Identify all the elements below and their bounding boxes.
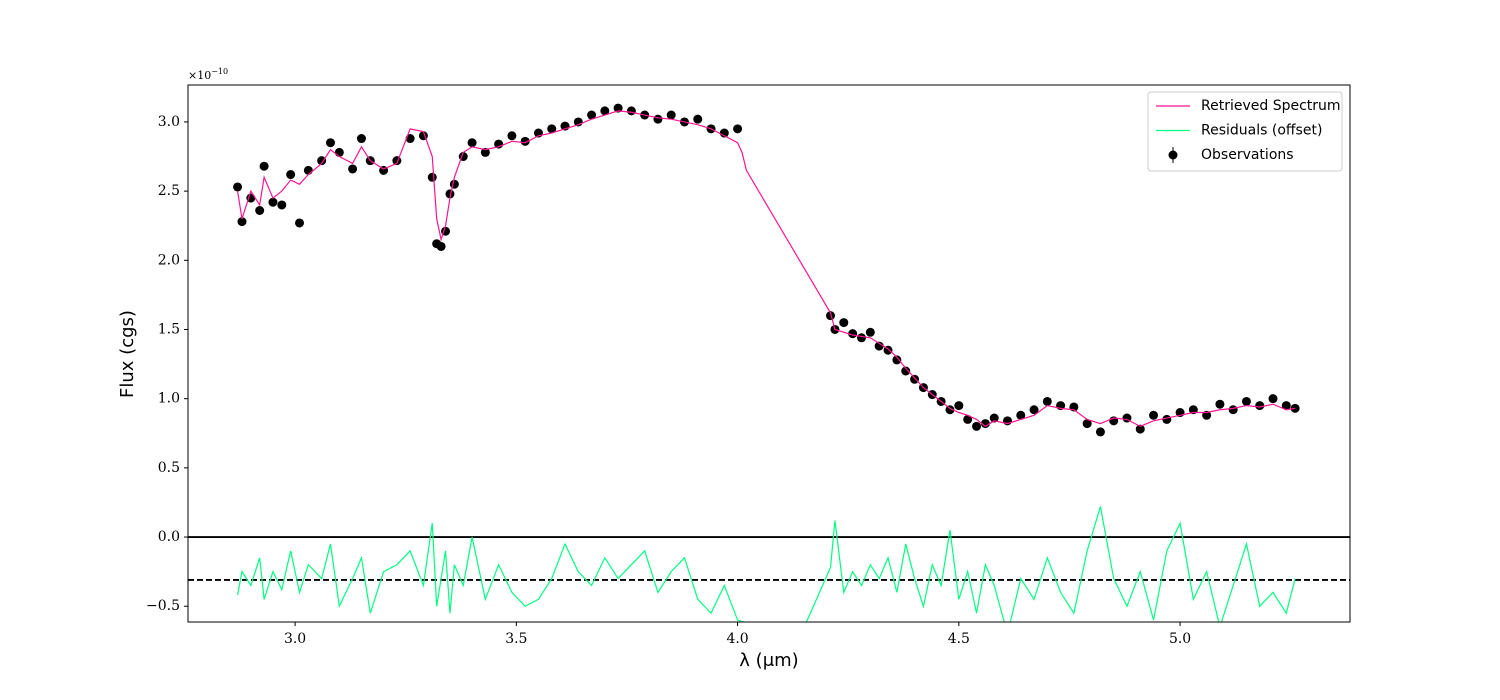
observation-point [963,414,973,424]
observation-point [356,134,366,144]
y-tick-label: 3.0 [158,114,180,130]
observation-point [733,124,743,134]
observation-point [826,311,836,321]
observation-point [1281,401,1291,411]
observation-point [325,138,335,148]
observation-point [449,179,459,189]
observation-point [268,197,278,207]
series-line [236,506,1296,622]
observation-point [613,103,623,113]
observation-point [480,147,490,157]
observation-point [334,147,344,157]
observation-point [1029,405,1039,415]
observation-point [910,374,920,384]
observation-point [1215,399,1225,409]
x-tick-label: 3.5 [505,631,527,647]
x-tick-label: 4.0 [726,631,748,647]
observation-point [954,401,964,411]
observation-point [1016,410,1026,420]
observation-point [547,124,557,134]
y-tick-label: 2.5 [158,183,180,199]
observation-point [874,341,884,351]
observation-point [255,205,265,215]
legend-symbol [1168,150,1178,160]
observation-point [317,156,327,166]
series-line [236,110,1296,428]
legend: Retrieved Spectrum Residuals (offset) Obse… [1147,91,1343,172]
y-tick-label: 2.0 [158,252,180,268]
observation-point [259,161,269,171]
observation-point [286,170,296,180]
legend-box [1147,91,1343,172]
observation-point [303,165,313,175]
observation-point [348,164,358,174]
legend-label: Observations [1201,147,1294,163]
observation-point [587,110,597,120]
observation-point [980,419,990,429]
axes: 3.0 3.5 4.0 4.5 5.0 −0.5 0.0 0.5 1.0 1.5 2.0 2.5 3.0 [146,114,1191,647]
observation-point [1241,396,1251,406]
observation-point [600,106,610,116]
observation-point [626,106,636,116]
observation-point [1255,401,1265,411]
observation-point [1268,394,1278,404]
x-tick-label: 3.0 [284,631,306,647]
observation-point [436,241,446,251]
x-axis-label: λ (μm) [739,650,798,671]
offset-base: ×10 [188,69,211,82]
observation-point [295,218,305,228]
y-tick-label: −0.5 [146,598,180,614]
axes-frame [187,84,1351,623]
observation-point [1042,396,1052,406]
observation-point [901,366,911,376]
observation-point [246,193,256,203]
y-tick-label: 1.0 [158,391,180,407]
observation-point [1228,405,1238,415]
observation-point [839,318,849,328]
y-tick-label: 0.5 [158,460,180,476]
offset-exponent: −10 [211,67,228,76]
observation-point [1135,424,1145,434]
observation-point [233,182,243,192]
observation-point [1095,427,1105,437]
observation-point [653,114,663,124]
x-tick-label: 4.5 [948,631,970,647]
observation-point [945,405,955,415]
y-tick-label: 0.0 [158,529,180,545]
observation-point [520,136,530,146]
y-axis-label: Flux (cgs) [117,310,138,398]
legend-label: Retrieved Spectrum [1201,98,1341,114]
observation-point [507,131,517,141]
observation-point [237,217,247,227]
observation-point [427,172,437,182]
observation-point [989,413,999,423]
observation-point [277,200,287,210]
y-offset-text: ×10−10 [188,67,228,82]
legend-label: Residuals (offset) [1201,123,1322,139]
observation-point [892,355,902,365]
observation-point [1082,419,1092,429]
x-tick-label: 5.0 [1169,631,1191,647]
y-tick-label: 1.5 [158,321,180,337]
observation-point [666,110,676,120]
observation-point [445,189,455,199]
observation-point [467,138,477,148]
observation-point [693,114,703,124]
observation-point [1162,414,1172,424]
observation-point [972,421,982,431]
observation-point [865,327,875,337]
observation-point [856,333,866,343]
plot-area [188,103,1350,622]
observation-point [1149,410,1159,420]
